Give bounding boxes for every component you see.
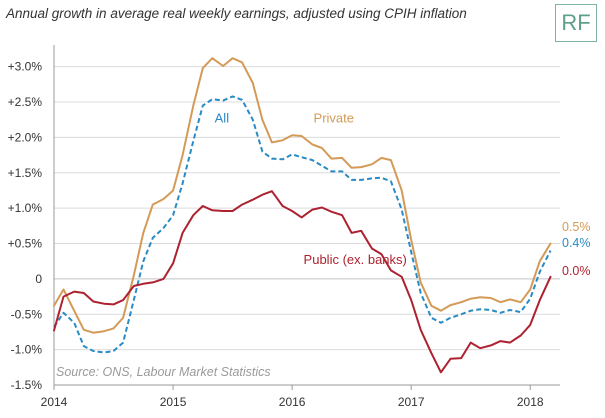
y-tick-label: -0.5% <box>11 307 43 321</box>
series-lines <box>53 57 552 374</box>
y-tick-label: +2.5% <box>8 95 43 109</box>
gridlines <box>54 66 560 386</box>
end-label-private: 0.5% <box>562 220 591 234</box>
series-annotation-public: Public (ex. banks) <box>304 252 407 267</box>
chart-title: Annual growth in average real weekly ear… <box>6 6 467 21</box>
series-labels: 0.5% 0.4% 0.0% All Private Public (ex. banks) <box>215 111 591 278</box>
y-tick-label: +3.0% <box>8 60 43 74</box>
series-line-public <box>53 190 552 374</box>
x-tick-label: 2018 <box>517 395 544 409</box>
series-line-private <box>53 57 552 334</box>
source-note: Source: ONS, Labour Market Statistics <box>56 365 271 379</box>
y-tick-label: -1.5% <box>11 378 43 392</box>
x-tick-label: 2014 <box>41 395 68 409</box>
rf-logo-badge: RF <box>555 4 597 42</box>
x-tick-label: 2015 <box>160 395 187 409</box>
x-tick-label: 2016 <box>279 395 306 409</box>
y-tick-label: -1.0% <box>11 343 43 357</box>
x-tick-label: 2017 <box>398 395 425 409</box>
end-label-all: 0.4% <box>562 236 591 250</box>
y-tick-label: +2.0% <box>8 130 43 144</box>
y-tick-label: +1.0% <box>8 201 43 215</box>
end-label-public: 0.0% <box>562 264 591 278</box>
series-annotation-all: All <box>215 111 230 126</box>
y-tick-label: 0 <box>35 272 42 286</box>
series-annotation-private: Private <box>314 111 354 126</box>
axes: -1.5% -1.0% -0.5% 0 +0.5% +1.0% +1.5% +2.0% +2.5… <box>8 45 560 409</box>
y-tick-label: +1.5% <box>8 166 43 180</box>
y-tick-label: +0.5% <box>8 237 43 251</box>
